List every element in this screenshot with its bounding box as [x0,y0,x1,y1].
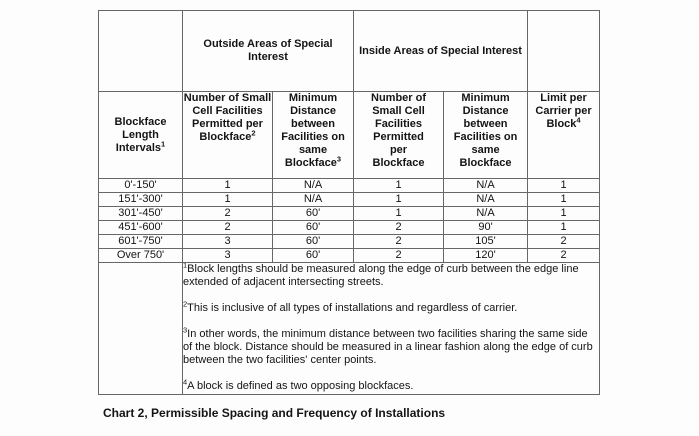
chart-caption: Chart 2, Permissible Spacing and Frequen… [103,406,446,420]
table-row: 451'-600' 2 60' 2 90' 1 [98,220,601,235]
footnote-4: 4A block is defined as two opposing bloc… [183,377,599,393]
footnote-ref: 2 [251,128,256,138]
cell-value: 1 [353,178,445,193]
group-header-row: Outside Areas of Special Interest Inside… [98,10,601,92]
cell-value: 3 [182,234,273,249]
footnote-text: Block lengths should be measured along t… [183,263,579,289]
footnotes-cell: 1Block lengths should be measured along … [181,262,601,395]
cell-interval: Over 750' [98,248,183,263]
cell-value: N/A [271,192,355,207]
cell-interval: 151'-300' [98,192,183,207]
cell-value: 1 [353,206,445,221]
col-header-label: Number of Small Cell Facilities Permitte… [371,92,427,170]
footnote-text: In other words, the minimum distance bet… [183,328,593,366]
col-header-limit-per-carrier: Limit per Carrier per Block4 [527,91,601,179]
column-header-row: Blockface Length Intervals1 Number of Sm… [98,91,601,179]
footnotes-blank-cell [98,262,183,395]
cell-value: 1 [527,178,601,193]
table-row: 601'-750' 3 60' 2 105' 2 [98,234,601,249]
cell-value: 2 [353,234,445,249]
footnote-ref: 3 [336,154,342,164]
col-header-label: Minimum Distance between Facilities on s… [281,92,345,170]
footnote-ref: 4 [576,115,581,125]
footnote-marker: 1 [183,262,188,270]
col-header-outside-distance: Minimum Distance between Facilities on s… [271,91,355,179]
table-row: 151'-300' 1 N/A 1 N/A 1 [98,192,601,207]
cell-value: N/A [443,192,529,207]
col-header-label: Number of Small Cell Facilities Permitte… [183,92,272,144]
cell-value: 90' [443,220,529,235]
table-row: 0'-150' 1 N/A 1 N/A 1 [98,178,601,193]
footnote-text: A block is defined as two opposing block… [187,380,414,392]
cell-value: N/A [443,206,529,221]
col-header-blockface-length: Blockface Length Intervals1 [98,91,183,179]
col-header-inside-number: Number of Small Cell Facilities Permitte… [353,91,445,179]
cell-value: 60' [271,206,355,221]
cell-interval: 301'-450' [98,206,183,221]
cell-value: N/A [443,178,529,193]
group-header-blank-right [527,10,601,92]
cell-interval: 0'-150' [98,178,183,193]
cell-value: 60' [271,248,355,263]
footnote-1: 1Block lengths should be measured along … [183,262,599,290]
footnote-marker: 2 [183,299,188,309]
table-row: 301'-450' 2 60' 1 N/A 1 [98,206,601,221]
cell-value: 60' [271,234,355,249]
cell-value: 1 [182,192,273,207]
cell-interval: 601'-750' [98,234,183,249]
footnote-ref: 1 [161,138,166,148]
cell-value: 2 [182,220,273,235]
cell-value: 1 [527,206,601,221]
group-header-outside: Outside Areas of Special Interest [181,10,355,92]
cell-value: 1 [527,192,601,207]
spacing-frequency-table: Outside Areas of Special Interest Inside… [98,10,601,395]
footnote-2: 2This is inclusive of all types of insta… [183,299,599,315]
table-row: Over 750' 3 60' 2 120' 2 [98,248,601,263]
cell-value: 120' [443,248,529,263]
col-header-outside-number: Number of Small Cell Facilities Permitte… [182,91,273,179]
cell-value: 105' [443,234,529,249]
col-header-label: Limit per Carrier per Block [535,92,592,131]
footnote-text: This is inclusive of all types of instal… [187,302,518,314]
cell-value: 2 [353,248,445,263]
col-header-inside-distance: Minimum Distance between Facilities on s… [443,91,529,179]
cell-value: 2 [353,220,445,235]
cell-value: 2 [527,248,601,263]
col-header-label: Blockface Length Intervals [114,115,167,154]
footnote-3: 3In other words, the minimum distance be… [183,325,599,367]
col-header-label: Minimum Distance between Facilities on s… [453,92,518,170]
footnote-marker: 3 [183,325,188,335]
cell-value: 2 [527,234,601,249]
cell-value: 1 [527,220,601,235]
group-header-blank-left [98,10,183,92]
cell-value: N/A [271,178,355,193]
group-header-inside: Inside Areas of Special Interest [353,10,529,92]
cell-value: 1 [353,192,445,207]
cell-value: 3 [182,248,273,263]
cell-value: 60' [271,220,355,235]
cell-value: 2 [182,206,273,221]
footnote-marker: 4 [183,377,188,387]
cell-interval: 451'-600' [98,220,183,235]
cell-value: 1 [182,178,273,193]
footnotes-row: 1Block lengths should be measured along … [98,262,601,395]
